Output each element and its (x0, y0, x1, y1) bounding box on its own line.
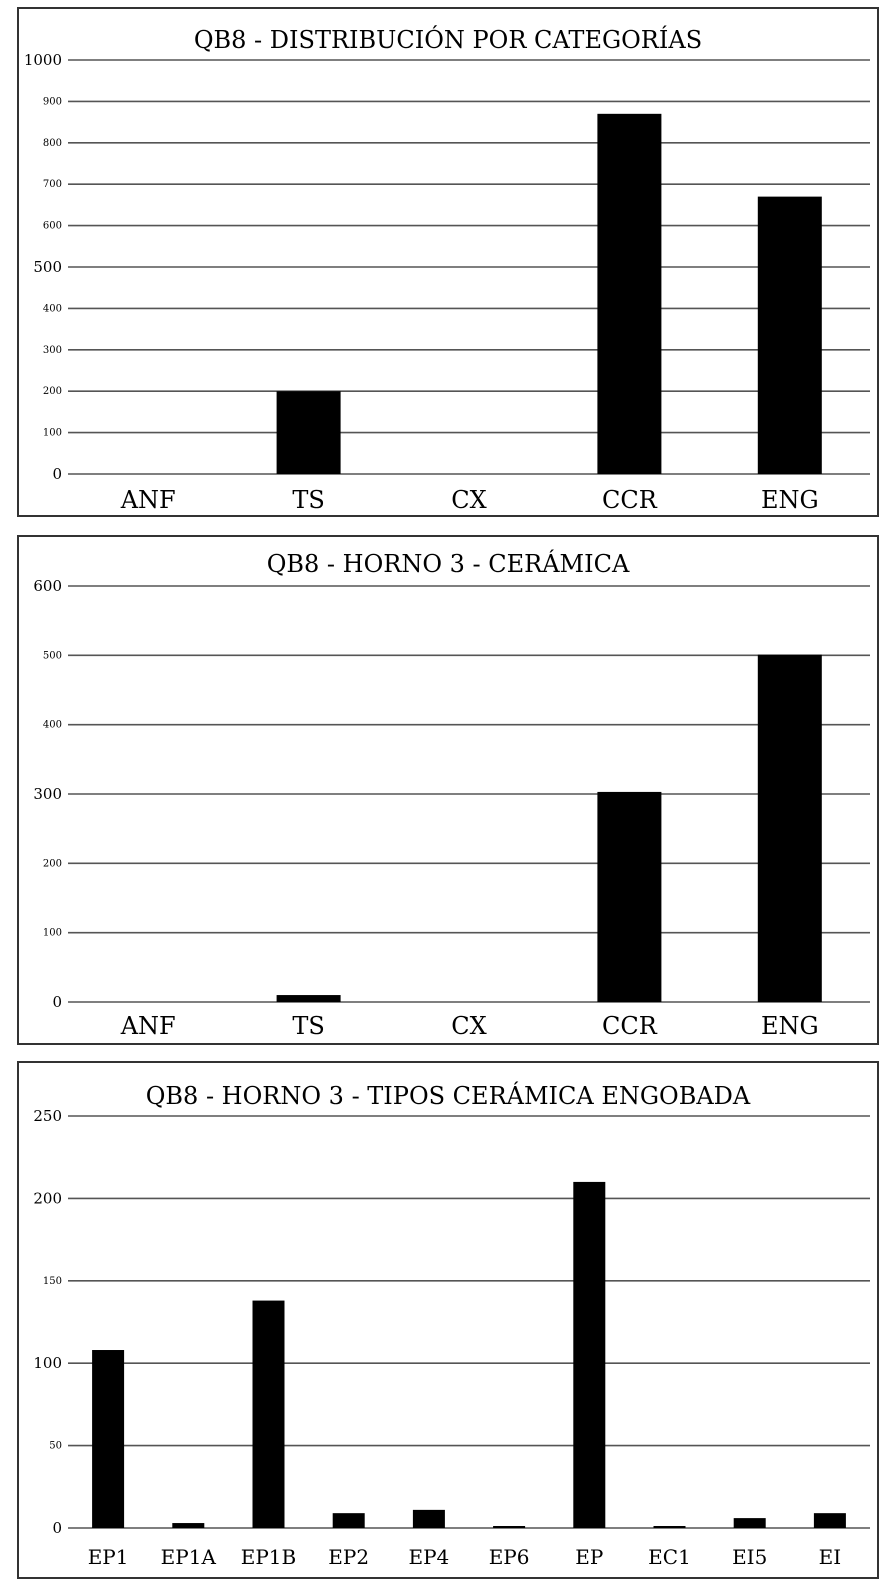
bar-ep1b (252, 1300, 285, 1528)
x-tick-label: ENG (761, 486, 819, 514)
x-tick-label: EI5 (732, 1545, 767, 1569)
chart-frame (17, 1061, 879, 1579)
bar-ts (276, 391, 341, 474)
x-tick-label: CCR (602, 1012, 658, 1040)
chart-horno3-ceramica: QB8 - HORNO 3 - CERÁMICA 0 100 200 300 400 500… (17, 535, 879, 1045)
chart-panel-horno3-ceramica: QB8 - HORNO 3 - CERÁMICA 0 100 200 300 400 500… (0, 528, 885, 1048)
chart-panel-tipos-engobada: QB8 - HORNO 3 - TIPOS CERÁMICA ENGOBADA 0… (0, 1056, 885, 1582)
x-tick-label: EI (819, 1545, 842, 1569)
y-tick-label: 200 (43, 858, 62, 869)
y-tick-label: 700 (43, 179, 62, 190)
chart-categorias: QB8 - DISTRIBUCIÓN POR CATEGORÍAS 0 100 200… (17, 7, 879, 517)
bar-ep4 (412, 1509, 445, 1528)
bar-ep1a (172, 1523, 205, 1528)
bar-ep2 (332, 1513, 365, 1528)
y-tick-label: 100 (43, 928, 62, 939)
x-tick-label: EP4 (409, 1545, 450, 1569)
y-tick-label: 150 (43, 1276, 62, 1287)
y-tick-label: 0 (52, 993, 62, 1011)
bar-ei (813, 1513, 846, 1528)
x-tick-label: EP1A (161, 1545, 217, 1569)
bar-ep6 (493, 1526, 526, 1528)
chart-tipos-engobada: QB8 - HORNO 3 - TIPOS CERÁMICA ENGOBADA 0… (17, 1061, 879, 1579)
y-tick-label: 1000 (24, 51, 62, 69)
y-tick-label: 0 (52, 1519, 62, 1537)
y-tick-label: 500 (33, 258, 62, 276)
y-tick-label: 0 (52, 465, 62, 483)
chart-title: QB8 - HORNO 3 - TIPOS CERÁMICA ENGOBADA (146, 1081, 751, 1110)
y-tick-label: 250 (33, 1107, 62, 1125)
bar-ep1 (92, 1350, 125, 1528)
bar-eng (757, 196, 822, 474)
y-tick-label: 500 (43, 650, 62, 661)
x-tick-label: EP (575, 1545, 603, 1569)
x-tick-label: ANF (120, 1012, 176, 1040)
bar-ei5 (733, 1518, 766, 1528)
y-tick-label: 100 (43, 428, 62, 439)
chart-panel-categorias: QB8 - DISTRIBUCIÓN POR CATEGORÍAS 0 100 200… (0, 0, 885, 520)
y-tick-label: 400 (43, 303, 62, 314)
y-tick-label: 200 (33, 1189, 62, 1207)
y-tick-label: 200 (43, 386, 62, 397)
bar-ccr (597, 791, 662, 1002)
y-tick-label: 800 (43, 138, 62, 149)
y-tick-label: 300 (33, 785, 62, 803)
chart-frame (17, 535, 879, 1045)
bar-ts (276, 995, 341, 1002)
chart-title: QB8 - HORNO 3 - CERÁMICA (267, 549, 630, 578)
x-tick-label: EP2 (328, 1545, 369, 1569)
y-tick-label: 900 (43, 96, 62, 107)
y-tick-label: 300 (43, 345, 62, 356)
x-tick-label: TS (292, 486, 324, 514)
bar-ccr (597, 113, 662, 474)
y-tick-label: 400 (43, 720, 62, 731)
y-tick-label: 600 (33, 577, 62, 595)
y-tick-label: 100 (33, 1354, 62, 1372)
x-tick-label: EP1 (88, 1545, 129, 1569)
x-tick-label: ANF (120, 486, 176, 514)
bar-ep (573, 1181, 606, 1528)
x-tick-label: CX (451, 1012, 486, 1040)
chart-title: QB8 - DISTRIBUCIÓN POR CATEGORÍAS (194, 25, 702, 54)
x-tick-label: EP6 (489, 1545, 530, 1569)
bar-ec1 (653, 1526, 686, 1528)
x-tick-label: EC1 (648, 1545, 691, 1569)
x-tick-label: ENG (761, 1012, 819, 1040)
bar-eng (757, 654, 822, 1002)
x-tick-label: EP1B (241, 1545, 296, 1569)
y-tick-label: 50 (49, 1441, 62, 1452)
x-tick-label: CX (451, 486, 486, 514)
x-tick-label: CCR (602, 486, 658, 514)
chart-frame (17, 7, 879, 517)
y-tick-label: 600 (43, 221, 62, 232)
x-tick-label: TS (292, 1012, 324, 1040)
